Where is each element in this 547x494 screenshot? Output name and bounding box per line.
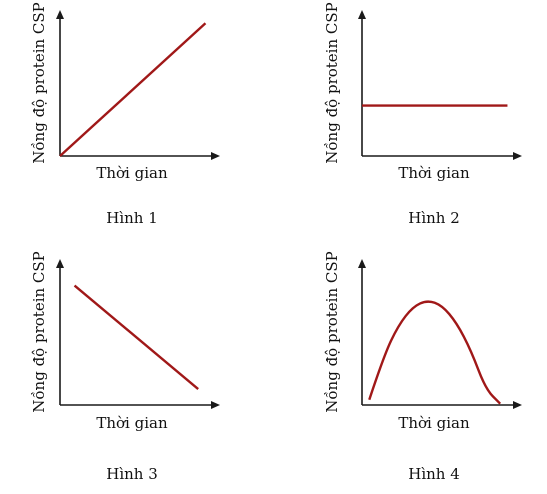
x-axis-arrow-icon [211, 401, 220, 409]
x-axis-label: Thời gian [398, 164, 470, 182]
figure-caption: Hình 3 [106, 465, 158, 483]
series-line [59, 22, 207, 157]
y-axis-arrow-icon [56, 259, 64, 268]
figure-caption: Hình 2 [408, 209, 460, 227]
y-axis-arrow-icon [358, 259, 366, 268]
chart-panel-4: Thời gian Nồng độ protein CSP Hình 4 [323, 251, 522, 483]
chart-panel-3: Thời gian Nồng độ protein CSP Hình 3 [30, 251, 220, 483]
y-axis-label: Nồng độ protein CSP [323, 251, 341, 413]
series-line [368, 300, 502, 405]
x-axis-arrow-icon [211, 152, 220, 160]
x-axis-label: Thời gian [96, 414, 168, 432]
y-axis-label: Nồng độ protein CSP [30, 2, 48, 164]
figure-caption: Hình 1 [106, 209, 158, 227]
x-axis-arrow-icon [513, 152, 522, 160]
y-axis-arrow-icon [56, 10, 64, 19]
y-axis-arrow-icon [358, 10, 366, 19]
series-line [73, 284, 199, 390]
y-axis-label: Nồng độ protein CSP [30, 251, 48, 413]
x-axis-arrow-icon [513, 401, 522, 409]
figure-caption: Hình 4 [408, 465, 460, 483]
chart-panel-2: Thời gian Nồng độ protein CSP Hình 2 [323, 2, 522, 227]
chart-panel-1: Thời gian Nồng độ protein CSP Hình 1 [30, 2, 220, 227]
y-axis-label: Nồng độ protein CSP [323, 2, 341, 164]
x-axis-label: Thời gian [96, 164, 168, 182]
x-axis-label: Thời gian [398, 414, 470, 432]
